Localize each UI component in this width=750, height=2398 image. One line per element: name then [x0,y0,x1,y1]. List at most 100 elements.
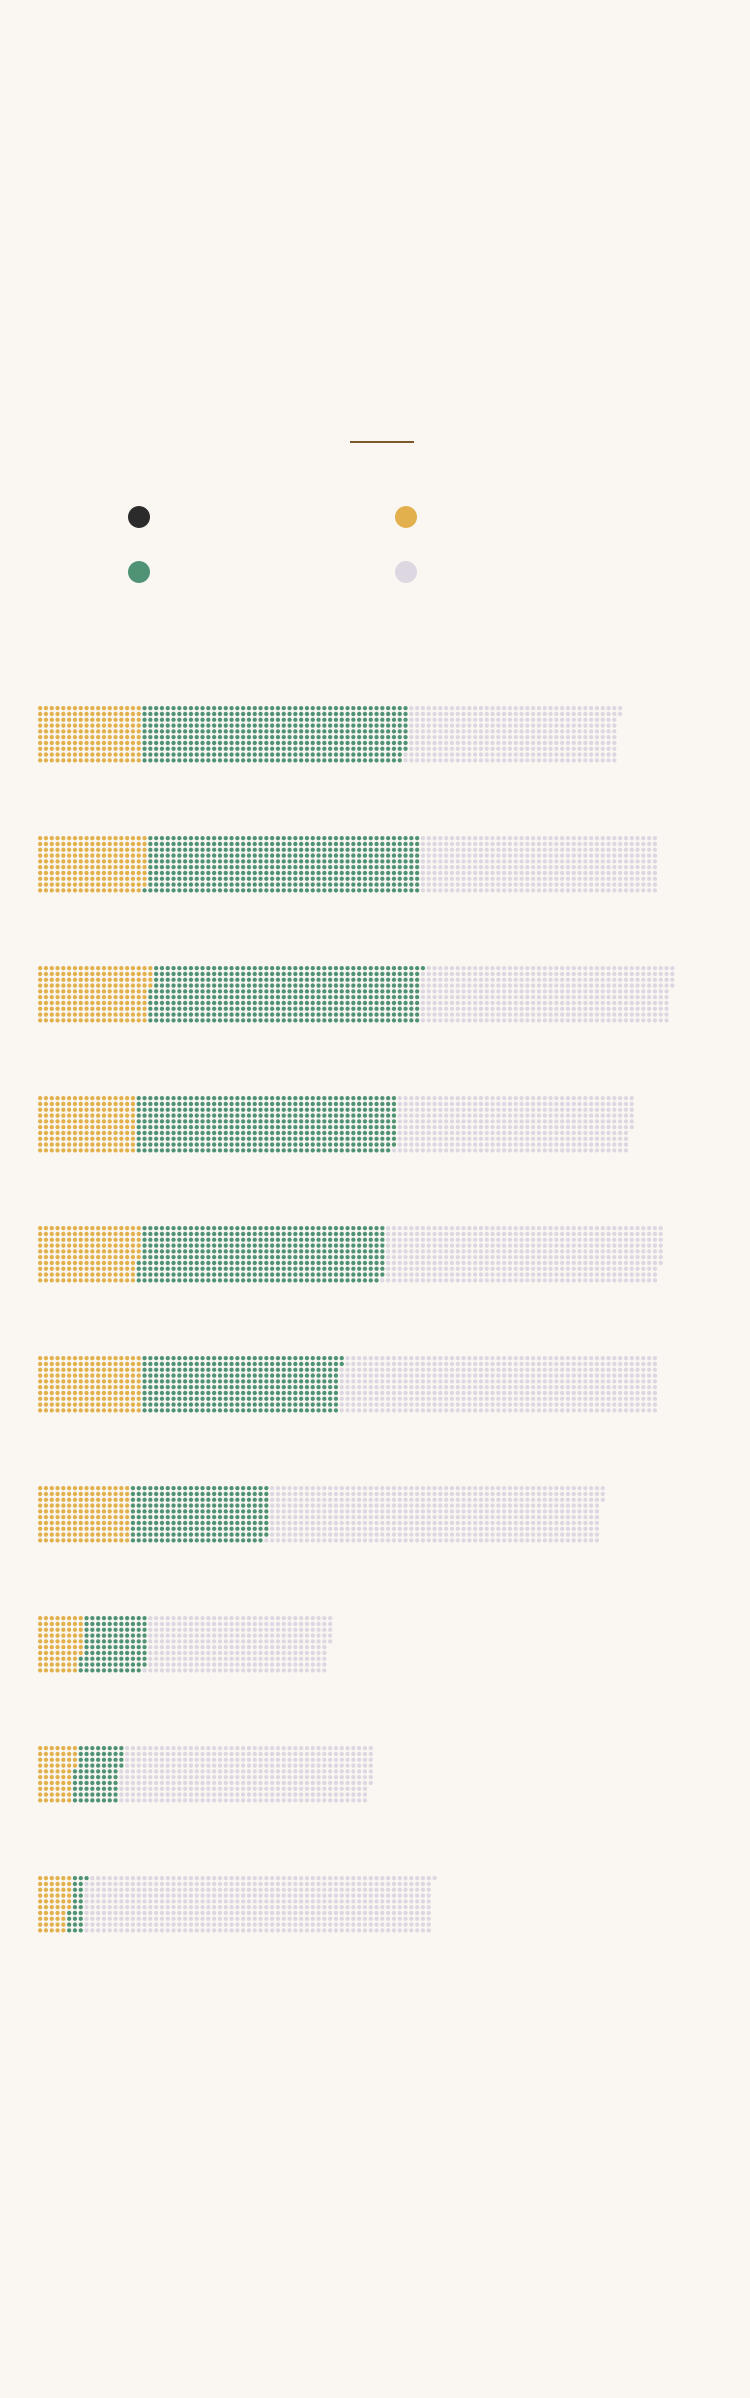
waffle-dot [380,836,385,841]
waffle-dot [235,836,240,841]
waffle-dot [299,865,304,870]
waffle-dot [490,752,495,757]
waffle-dot [531,971,536,977]
waffle-dot [606,752,611,757]
waffle-dot [316,1255,321,1260]
waffle-dot [368,1006,373,1011]
waffle-dot [380,1231,385,1237]
waffle-dot [345,1006,350,1011]
waffle-dot [507,865,513,870]
waffle-dot [606,983,611,988]
waffle-dot [304,888,310,893]
waffle-dot [536,865,542,870]
waffle-dot [113,1260,118,1266]
waffle-dot [560,1119,565,1124]
waffle-dot [159,1125,165,1130]
waffle-dot [113,865,118,870]
waffle-dot [548,876,553,881]
waffle-dot [560,853,565,858]
waffle-dot [531,1101,536,1107]
waffle-dot [536,740,542,746]
waffle-dot [90,859,95,864]
waffle-dot [101,711,107,717]
waffle-dot [560,740,565,746]
waffle-dot [183,1012,188,1017]
waffle-dot [84,870,89,876]
waffle-dot [641,1000,646,1006]
waffle-dot [507,853,513,858]
waffle-dot [594,752,600,757]
waffle-dot [49,1266,54,1271]
waffle-dot [507,983,513,988]
waffle-dot [507,729,513,734]
waffle-dot [264,1006,269,1011]
waffle-dot [78,1000,83,1006]
waffle-dot [154,758,159,763]
waffle-dot [194,1243,199,1248]
waffle-dot [90,758,95,763]
waffle-dot [113,876,118,881]
waffle-dot [357,729,362,734]
waffle-dot [374,1260,379,1266]
waffle-dot [212,1231,217,1237]
waffle-dot [618,706,623,711]
waffle-dot [235,1119,240,1124]
waffle-dot [386,758,391,763]
waffle-dot [664,977,669,982]
waffle-dot [322,977,327,982]
waffle-dot [444,1226,449,1231]
waffle-dot [183,1113,188,1118]
waffle-dot [420,1130,426,1136]
waffle-dot [281,847,286,852]
waffle-dot [380,1255,385,1260]
waffle-dot [183,1266,188,1271]
waffle-dot [252,1119,257,1124]
waffle-dot [618,1101,623,1107]
waffle-dot [270,746,275,751]
waffle-dot [310,1148,315,1153]
waffle-dot [333,711,339,717]
waffle-dot [159,1226,165,1231]
waffle-dot [113,1237,118,1242]
waffle-dot [200,1237,205,1242]
waffle-dot [299,836,304,841]
waffle-dot [212,752,217,757]
waffle-dot [577,1119,582,1124]
waffle-dot [449,859,455,864]
waffle-dot [339,1000,344,1006]
waffle-dot [55,1249,60,1254]
waffle-dot [531,1113,536,1118]
waffle-dot [380,711,385,717]
waffle-dot [246,971,252,977]
waffle-dot [67,859,72,864]
waffle-dot [119,1237,124,1242]
waffle-dot [357,1237,362,1242]
waffle-dot [415,711,420,717]
waffle-dot [217,870,223,876]
waffle-dot [217,1260,223,1266]
waffle-dot [525,706,530,711]
waffle-dot [229,888,234,893]
waffle-dot [449,977,455,982]
waffle-dot [217,1148,223,1153]
waffle-dot [113,847,118,852]
waffle-dot [299,1101,304,1107]
waffle-dot [409,1231,414,1237]
waffle-dot [589,1096,594,1101]
waffle-dot [72,859,78,864]
waffle-dot [229,740,234,746]
waffle-dot [374,876,379,881]
waffle-dot [49,1142,54,1147]
waffle-dot [548,966,553,971]
waffle-dot [67,746,72,751]
waffle-dot [583,717,588,722]
waffle-dot [223,977,228,982]
waffle-dot [577,847,582,852]
waffle-dot [252,1243,257,1248]
waffle-dot [154,706,159,711]
waffle-dot [223,1096,228,1101]
waffle-dot [635,836,640,841]
waffle-dot [432,706,437,711]
waffle-dot [310,717,315,722]
waffle-dot [467,711,472,717]
